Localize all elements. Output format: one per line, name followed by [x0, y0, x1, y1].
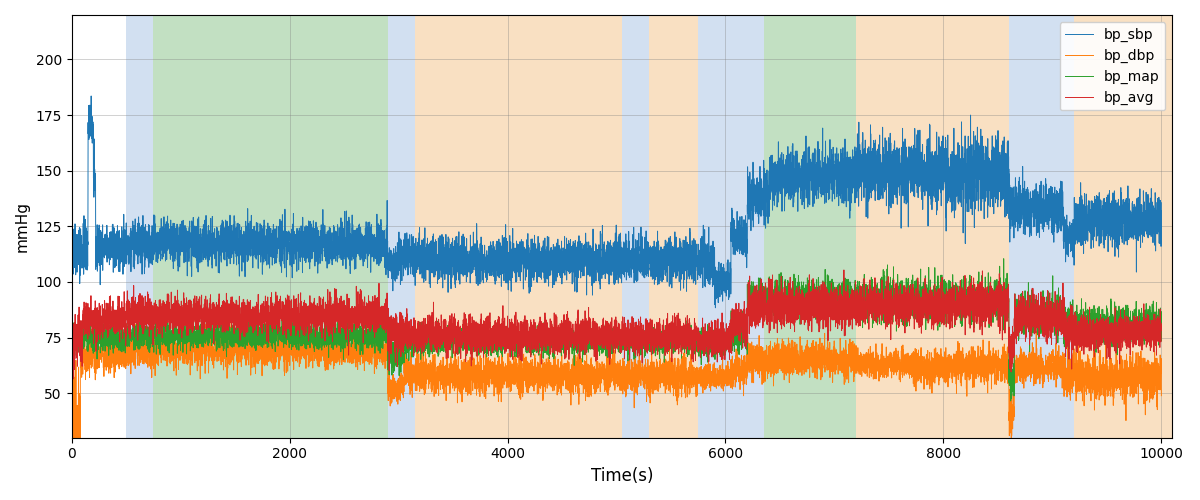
Bar — [154, 15, 388, 438]
Bar — [1074, 15, 1172, 438]
bp_sbp — [84, 93, 98, 99]
bp_map — [130, 334, 144, 340]
bp_dbp — [70, 408, 84, 414]
bp_avg — [1097, 320, 1111, 326]
Bar — [763, 15, 857, 438]
bp_avg — [70, 322, 84, 328]
Y-axis label: mmHg: mmHg — [16, 201, 30, 252]
bp_dbp — [130, 342, 144, 348]
bp_map — [1003, 398, 1018, 404]
bp_dbp — [109, 354, 124, 360]
bp_map — [1154, 324, 1169, 330]
Bar — [1009, 15, 1074, 438]
bp_map — [65, 332, 79, 338]
bp_avg — [836, 267, 851, 273]
bp_map — [109, 340, 124, 346]
bp_dbp — [68, 490, 83, 496]
bp_avg — [598, 346, 612, 352]
Bar — [126, 15, 154, 438]
Legend: bp_sbp, bp_dbp, bp_map, bp_avg: bp_sbp, bp_dbp, bp_map, bp_avg — [1060, 22, 1165, 110]
bp_avg — [130, 320, 144, 326]
bp_dbp — [598, 378, 612, 384]
Bar — [857, 15, 1009, 438]
bp_sbp — [598, 250, 612, 256]
Bar — [415, 15, 622, 438]
bp_sbp — [708, 305, 722, 311]
bp_avg — [66, 376, 80, 382]
Line: bp_dbp: bp_dbp — [72, 318, 1162, 492]
bp_map — [1097, 315, 1111, 321]
Bar — [622, 15, 649, 438]
bp_dbp — [210, 316, 224, 322]
bp_map — [598, 323, 612, 329]
bp_dbp — [278, 356, 293, 362]
bp_avg — [109, 309, 124, 315]
X-axis label: Time(s): Time(s) — [590, 467, 653, 485]
bp_sbp — [1097, 196, 1111, 202]
Bar — [388, 15, 415, 438]
bp_sbp — [109, 254, 124, 260]
bp_sbp — [130, 237, 144, 243]
bp_map — [278, 334, 293, 340]
bp_avg — [65, 361, 79, 367]
bp_dbp — [1097, 376, 1111, 382]
bp_dbp — [1154, 392, 1169, 398]
bp_avg — [278, 318, 293, 324]
bp_map — [996, 256, 1010, 262]
bp_sbp — [278, 238, 293, 244]
bp_dbp — [65, 446, 79, 452]
Bar — [737, 15, 763, 438]
Line: bp_sbp: bp_sbp — [72, 96, 1162, 308]
Line: bp_avg: bp_avg — [72, 270, 1162, 379]
Bar — [649, 15, 698, 438]
Line: bp_map: bp_map — [72, 258, 1162, 401]
bp_map — [70, 328, 84, 334]
bp_sbp — [1154, 208, 1169, 214]
Bar — [698, 15, 737, 438]
bp_sbp — [65, 239, 79, 245]
bp_avg — [1154, 327, 1169, 333]
bp_sbp — [70, 255, 84, 261]
